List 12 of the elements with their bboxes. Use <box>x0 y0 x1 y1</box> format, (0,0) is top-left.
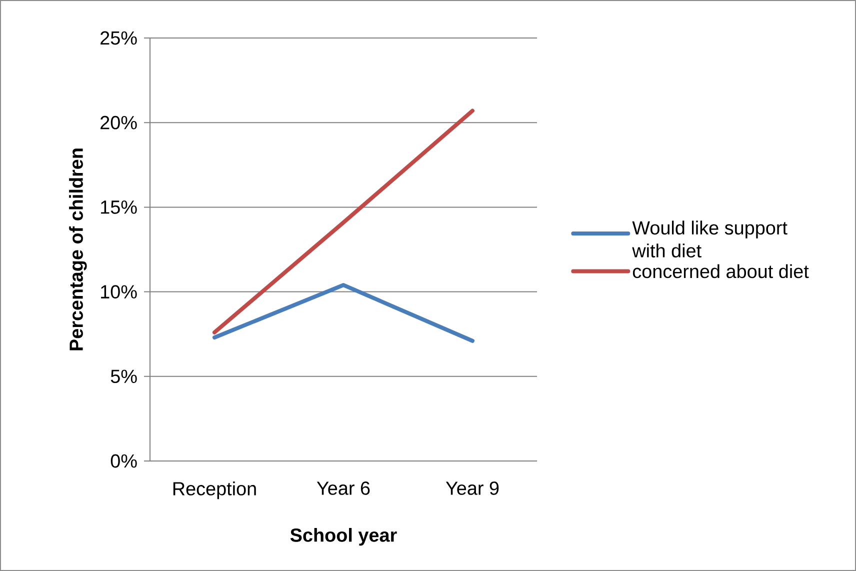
x-tick-label: Year 9 <box>446 482 499 495</box>
legend-label: concerned about diet <box>632 264 809 278</box>
y-tick-label: 10% <box>101 285 137 299</box>
x-tick-label: Year 6 <box>316 482 370 495</box>
y-tick-label: 25% <box>100 31 137 45</box>
y-tick-label: 0% <box>110 454 137 468</box>
y-axis-title: Percentage of children <box>69 148 87 350</box>
y-tick-label: 20% <box>100 116 137 130</box>
x-axis-title: School year <box>290 528 397 546</box>
x-tick-label: Reception <box>173 482 256 500</box>
y-tick-label: 15% <box>101 200 137 214</box>
y-tick-label: 5% <box>110 370 137 384</box>
